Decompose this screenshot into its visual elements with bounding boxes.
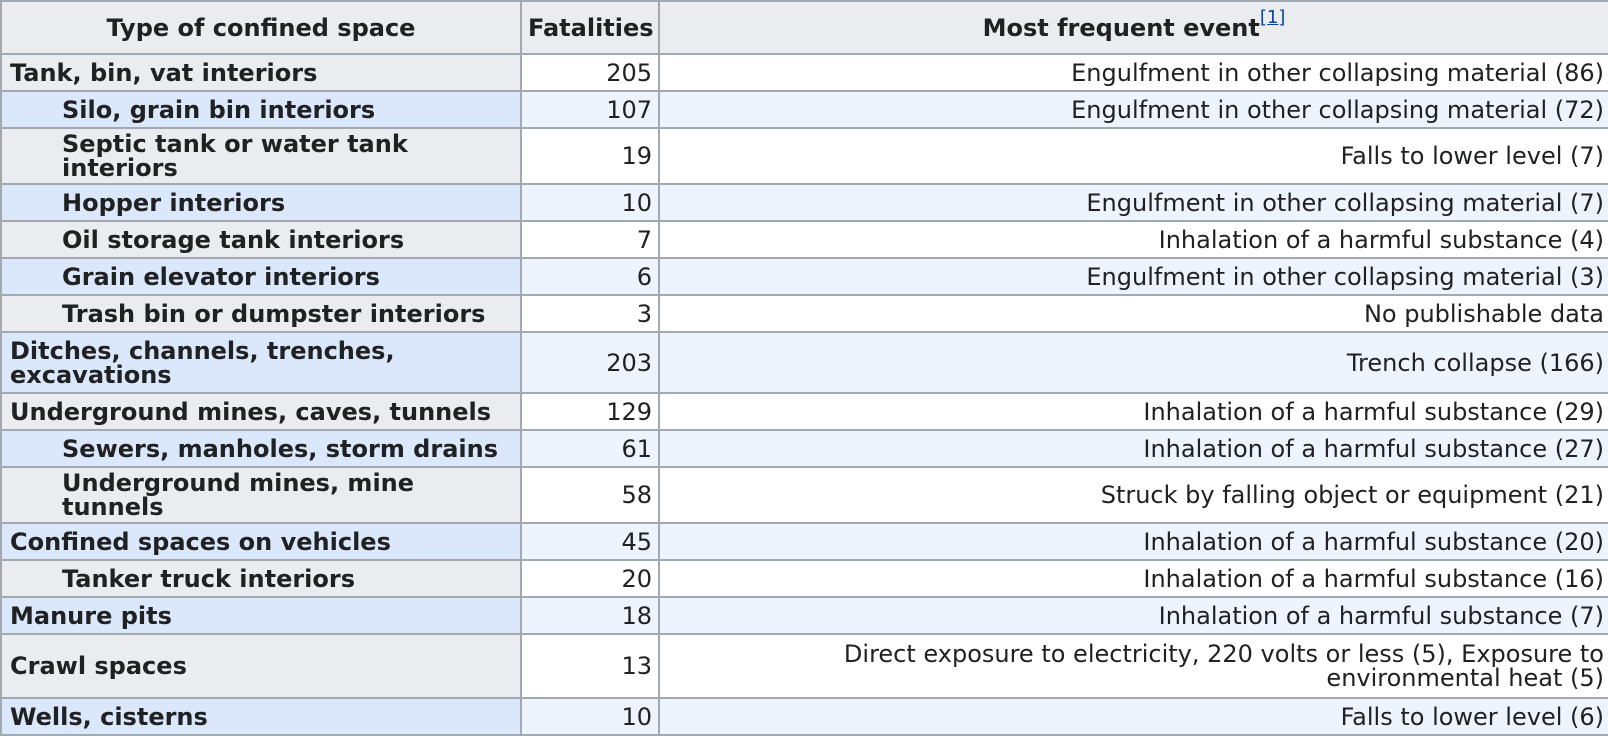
event-cell: Engulfment in other collapsing material … [658, 183, 1608, 222]
event-cell: Engulfment in other collapsing material … [658, 90, 1608, 129]
fatalities-cell: 20 [520, 559, 660, 598]
type-cell: Hopper interiors [0, 183, 522, 222]
column-header-fatalities-label: Fatalities [528, 13, 654, 42]
fatalities-cell: 13 [520, 633, 660, 699]
event-cell: Struck by falling object or equipment (2… [658, 466, 1608, 524]
fatalities-cell: 6 [520, 257, 660, 296]
event-cell: Inhalation of a harmful substance (7) [658, 596, 1608, 635]
table-row: Underground mines, mine tunnels 58 Struc… [0, 466, 1608, 524]
fatalities-cell: 107 [520, 90, 660, 129]
table-row: Confined spaces on vehicles 45 Inhalatio… [0, 522, 1608, 561]
table-row: Sewers, manholes, storm drains 61 Inhala… [0, 429, 1608, 468]
reference-link[interactable]: [1] [1259, 6, 1286, 28]
table-row: Tanker truck interiors 20 Inhalation of … [0, 559, 1608, 598]
type-cell: Confined spaces on vehicles [0, 522, 522, 561]
event-cell: Falls to lower level (6) [658, 697, 1608, 736]
type-cell: Tanker truck interiors [0, 559, 522, 598]
type-cell: Sewers, manholes, storm drains [0, 429, 522, 468]
table-row: Ditches, channels, trenches, excavations… [0, 331, 1608, 394]
table-row: Septic tank or water tank interiors 19 F… [0, 127, 1608, 185]
type-cell: Manure pits [0, 596, 522, 635]
table-row: Grain elevator interiors 6 Engulfment in… [0, 257, 1608, 296]
fatalities-cell: 19 [520, 127, 660, 185]
event-cell: Engulfment in other collapsing material … [658, 53, 1608, 92]
type-cell: Underground mines, caves, tunnels [0, 392, 522, 431]
fatalities-cell: 45 [520, 522, 660, 561]
type-cell: Silo, grain bin interiors [0, 90, 522, 129]
column-header-event-label: Most frequent event [982, 13, 1260, 42]
column-header-type: Type of confined space [0, 0, 522, 55]
event-cell: Inhalation of a harmful substance (29) [658, 392, 1608, 431]
type-cell: Ditches, channels, trenches, excavations [0, 331, 522, 394]
event-cell: Inhalation of a harmful substance (20) [658, 522, 1608, 561]
table-row: Trash bin or dumpster interiors 3 No pub… [0, 294, 1608, 333]
table-row: Manure pits 18 Inhalation of a harmful s… [0, 596, 1608, 635]
reference-superscript: [1] [1260, 7, 1286, 28]
fatalities-cell: 61 [520, 429, 660, 468]
fatalities-cell: 10 [520, 183, 660, 222]
table-row: Silo, grain bin interiors 107 Engulfment… [0, 90, 1608, 129]
type-cell: Crawl spaces [0, 633, 522, 699]
event-cell: Engulfment in other collapsing material … [658, 257, 1608, 296]
column-header-type-label: Type of confined space [106, 13, 416, 42]
column-header-event: Most frequent event[1] [658, 0, 1608, 55]
table-row: Underground mines, caves, tunnels 129 In… [0, 392, 1608, 431]
table-header-row: Type of confined space Fatalities Most f… [0, 0, 1608, 55]
type-cell: Oil storage tank interiors [0, 220, 522, 259]
table-row: Hopper interiors 10 Engulfment in other … [0, 183, 1608, 222]
fatalities-cell: 205 [520, 53, 660, 92]
fatalities-cell: 203 [520, 331, 660, 394]
type-cell: Septic tank or water tank interiors [0, 127, 522, 185]
type-cell: Trash bin or dumpster interiors [0, 294, 522, 333]
event-cell: Inhalation of a harmful substance (27) [658, 429, 1608, 468]
fatalities-cell: 3 [520, 294, 660, 333]
table-row: Oil storage tank interiors 7 Inhalation … [0, 220, 1608, 259]
event-cell: Inhalation of a harmful substance (4) [658, 220, 1608, 259]
type-cell: Tank, bin, vat interiors [0, 53, 522, 92]
table-row: Wells, cisterns 10 Falls to lower level … [0, 697, 1608, 736]
type-cell: Wells, cisterns [0, 697, 522, 736]
event-cell: Falls to lower level (7) [658, 127, 1608, 185]
event-cell: Inhalation of a harmful substance (16) [658, 559, 1608, 598]
event-cell: Trench collapse (166) [658, 331, 1608, 394]
column-header-fatalities: Fatalities [520, 0, 660, 55]
type-cell: Grain elevator interiors [0, 257, 522, 296]
fatalities-cell: 10 [520, 697, 660, 736]
fatalities-cell: 58 [520, 466, 660, 524]
event-cell: Direct exposure to electricity, 220 volt… [658, 633, 1608, 699]
event-cell: No publishable data [658, 294, 1608, 333]
fatalities-cell: 129 [520, 392, 660, 431]
fatalities-cell: 7 [520, 220, 660, 259]
table-row: Crawl spaces 13 Direct exposure to elect… [0, 633, 1608, 699]
table-row: Tank, bin, vat interiors 205 Engulfment … [0, 53, 1608, 92]
type-cell: Underground mines, mine tunnels [0, 466, 522, 524]
fatalities-cell: 18 [520, 596, 660, 635]
